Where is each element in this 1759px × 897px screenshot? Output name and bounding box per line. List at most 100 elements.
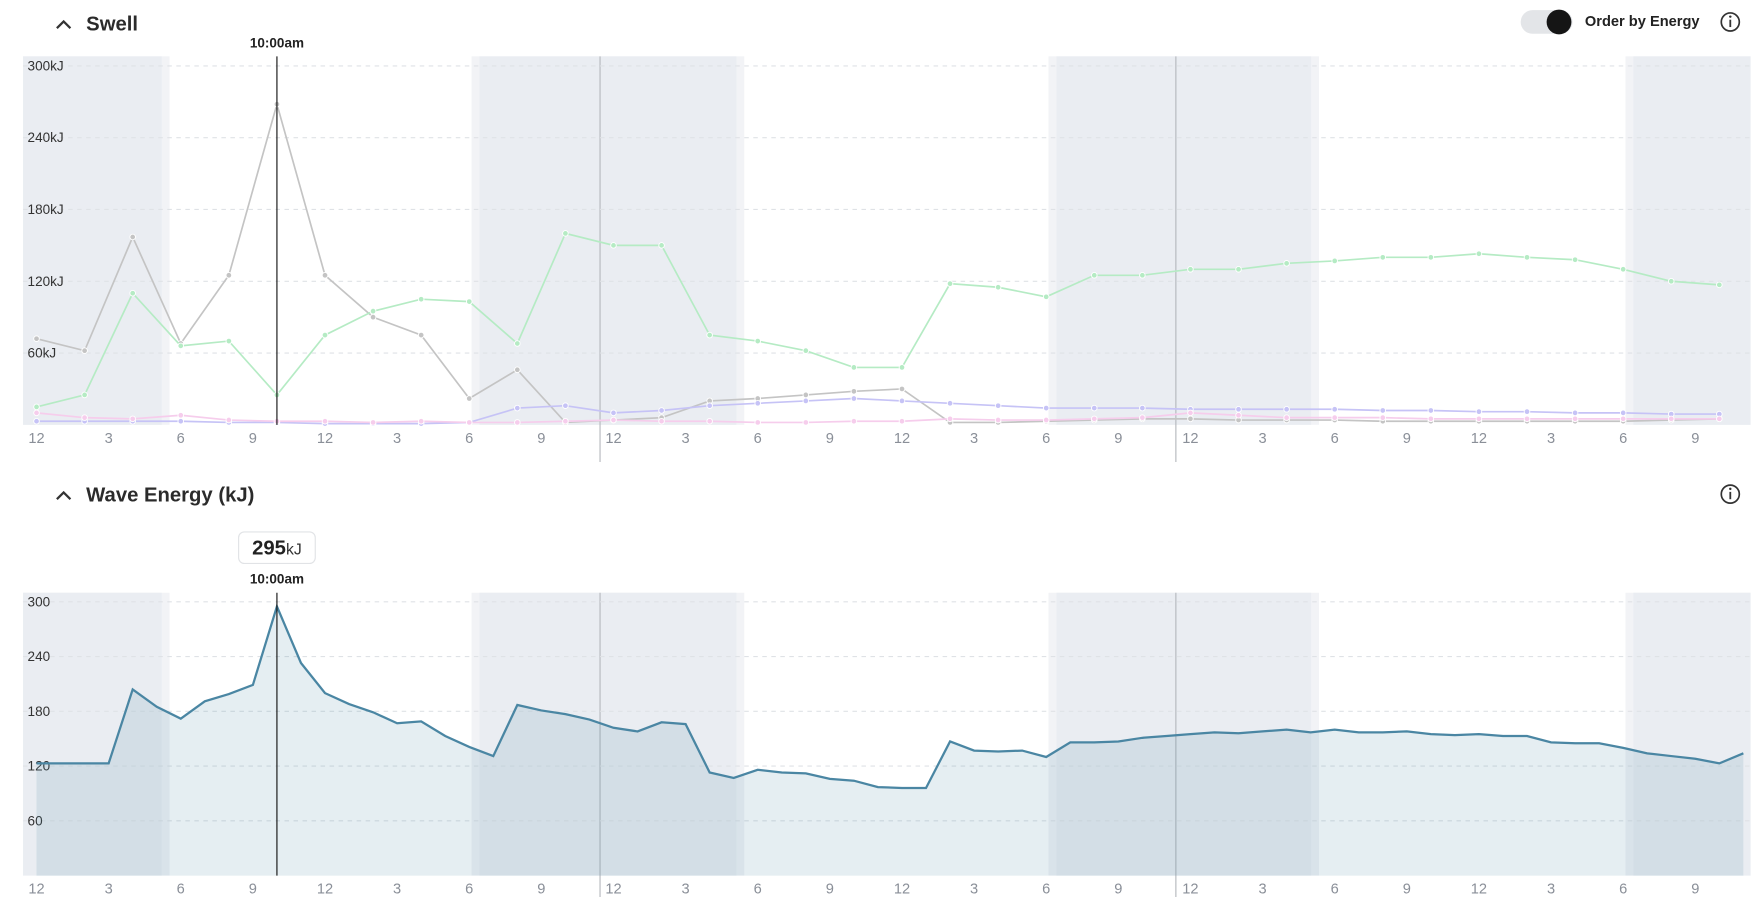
swell-point bbox=[802, 419, 810, 426]
x-tick-label: 12 bbox=[1471, 431, 1487, 447]
swell-point bbox=[1091, 272, 1098, 279]
x-tick-label: 3 bbox=[970, 431, 978, 447]
swell-point bbox=[1379, 407, 1387, 414]
swell-point bbox=[1716, 281, 1723, 289]
x-tick-label: 9 bbox=[1403, 882, 1411, 897]
swell-point bbox=[1475, 250, 1483, 258]
x-tick-label: 9 bbox=[1691, 882, 1699, 897]
swell-point bbox=[1235, 266, 1242, 273]
toggle-knob[interactable] bbox=[1546, 9, 1572, 35]
swell-point bbox=[1571, 256, 1579, 264]
tooltip: 295kJ bbox=[252, 537, 302, 559]
energy-line bbox=[36, 603, 1744, 790]
swell-point bbox=[514, 419, 521, 426]
swell-point bbox=[417, 331, 425, 339]
swell-point bbox=[562, 230, 569, 237]
swell-point bbox=[1571, 415, 1579, 423]
swell-point bbox=[129, 415, 136, 423]
swell-point bbox=[1379, 414, 1387, 421]
swell-point bbox=[754, 419, 761, 426]
swell-point bbox=[898, 385, 906, 393]
swell-point bbox=[1571, 409, 1579, 417]
night-band bbox=[1633, 56, 1751, 425]
swell-point bbox=[225, 416, 233, 424]
night-band bbox=[1633, 592, 1751, 876]
x-tick-label: 6 bbox=[1619, 882, 1627, 897]
swell-point bbox=[514, 404, 521, 412]
swell-point bbox=[81, 391, 88, 399]
swell-point bbox=[514, 340, 521, 347]
swell-line bbox=[36, 101, 1720, 424]
x-tick-label: 12 bbox=[894, 882, 910, 897]
swell-point bbox=[81, 414, 88, 421]
x-tick-label: 3 bbox=[393, 882, 401, 897]
swell-point bbox=[1523, 254, 1531, 261]
swell-point bbox=[321, 331, 329, 339]
y-tick-label: 240 bbox=[28, 649, 51, 664]
swell-point bbox=[1091, 404, 1098, 412]
toggle-label[interactable]: Order by Energy bbox=[1585, 14, 1700, 30]
swell-point bbox=[369, 419, 377, 426]
swell-chart: 60kJ 120kJ 180kJ 240kJ 300kJ 12 3 6 9 12 3 6 9 12 3 6 9 1… bbox=[23, 35, 1751, 463]
swell-point bbox=[1475, 415, 1483, 423]
swell-point bbox=[1139, 404, 1146, 412]
swell-point bbox=[369, 313, 377, 321]
swell-point bbox=[562, 402, 569, 409]
x-tick-label: 9 bbox=[249, 431, 257, 447]
cursor-label: 10:00am bbox=[250, 572, 304, 587]
swell-point bbox=[706, 331, 713, 339]
swell-point bbox=[417, 295, 425, 303]
y-tick-label: 60kJ bbox=[28, 346, 57, 361]
x-tick-label: 12 bbox=[28, 431, 44, 447]
x-tick-label: 6 bbox=[1042, 882, 1050, 897]
swell-point bbox=[802, 391, 810, 399]
x-tick-label: 6 bbox=[754, 882, 762, 897]
swell-point bbox=[1187, 415, 1194, 423]
swell-point bbox=[1042, 293, 1050, 301]
swell-point bbox=[706, 417, 713, 425]
x-tick-label: 6 bbox=[754, 431, 762, 447]
swell-point bbox=[850, 388, 858, 395]
x-tick-label: 12 bbox=[605, 431, 621, 447]
wave-energy-chart: 6012018024030012369123691236912369123691… bbox=[23, 531, 1751, 897]
info-circle[interactable] bbox=[1720, 12, 1741, 32]
x-tick-label: 12 bbox=[1471, 882, 1487, 897]
y-tick-label: 60 bbox=[28, 813, 43, 828]
info-icon[interactable] bbox=[1720, 12, 1741, 32]
swell-point bbox=[1716, 415, 1723, 423]
swell-point bbox=[898, 364, 906, 371]
x-tick-label: 3 bbox=[970, 882, 978, 897]
info-circle[interactable] bbox=[1720, 484, 1741, 504]
info-icon[interactable] bbox=[1720, 484, 1741, 504]
swell-line bbox=[36, 397, 1720, 425]
swell-point bbox=[177, 342, 185, 350]
y-tick-label: 300 bbox=[28, 594, 51, 609]
swell-point bbox=[1523, 415, 1531, 423]
swell-point bbox=[994, 283, 1002, 291]
swell-point bbox=[1331, 414, 1338, 421]
x-tick-label: 3 bbox=[682, 882, 690, 897]
swell-point bbox=[994, 402, 1002, 409]
swell-point bbox=[1235, 406, 1242, 413]
swell-point bbox=[802, 347, 810, 354]
collapse-chevron[interactable] bbox=[56, 19, 72, 29]
swell-point bbox=[225, 337, 233, 345]
x-tick-label: 3 bbox=[393, 431, 401, 447]
x-tick-label: 3 bbox=[1547, 431, 1555, 447]
x-tick-label: 3 bbox=[105, 882, 113, 897]
x-tick-label: 12 bbox=[317, 431, 333, 447]
swell-point bbox=[1042, 416, 1050, 424]
swell-point bbox=[33, 417, 40, 425]
cursor-label: 10:00am bbox=[250, 35, 304, 50]
x-tick-label: 3 bbox=[682, 431, 690, 447]
x-tick-label: 6 bbox=[177, 431, 185, 447]
swell-point bbox=[658, 407, 665, 414]
x-tick-label: 9 bbox=[249, 882, 257, 897]
collapse-chevron[interactable] bbox=[56, 490, 72, 501]
swell-point bbox=[898, 417, 906, 425]
y-tick-label: 180 bbox=[28, 704, 51, 719]
x-tick-label: 9 bbox=[1403, 431, 1411, 447]
y-tick-label: 300kJ bbox=[28, 58, 64, 73]
